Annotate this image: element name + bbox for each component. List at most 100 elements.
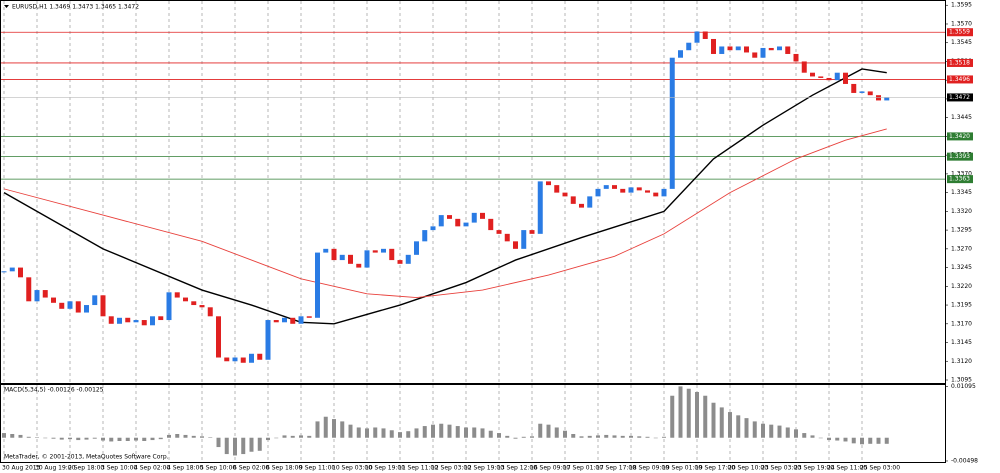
candle bbox=[59, 302, 65, 309]
candle bbox=[18, 267, 23, 278]
x-tick-label: 10 Sep 03:00 bbox=[332, 465, 372, 472]
macd-bar bbox=[488, 430, 493, 438]
macd-bar bbox=[827, 437, 831, 441]
moving-average bbox=[3, 128, 887, 299]
macd-bar bbox=[604, 434, 609, 438]
candle bbox=[711, 38, 716, 54]
macd-bar bbox=[422, 426, 427, 438]
macd-bar bbox=[752, 421, 757, 438]
y-tick-label: 1.3570 bbox=[951, 20, 972, 27]
candle bbox=[224, 357, 230, 362]
macd-bar bbox=[686, 388, 691, 438]
macd-bar bbox=[835, 437, 840, 441]
candle bbox=[364, 250, 370, 268]
level-tag bbox=[947, 152, 973, 161]
candle bbox=[51, 297, 56, 303]
macd-tick-label: 0.01095 bbox=[951, 383, 976, 390]
level-tag bbox=[947, 28, 973, 37]
candle bbox=[397, 260, 403, 264]
candle bbox=[150, 316, 155, 326]
candle bbox=[785, 46, 791, 54]
macd-bar bbox=[381, 428, 386, 438]
candle bbox=[686, 42, 692, 51]
candle bbox=[273, 320, 279, 323]
macd-bar bbox=[695, 392, 699, 438]
candle bbox=[760, 47, 766, 58]
candle bbox=[793, 53, 799, 62]
candle bbox=[92, 295, 98, 306]
candle bbox=[26, 277, 32, 302]
candle bbox=[75, 301, 81, 313]
x-tick-label: 2 Sep 18:00 bbox=[68, 465, 104, 472]
candle bbox=[480, 212, 485, 219]
moving-average bbox=[3, 68, 887, 325]
macd-bar bbox=[224, 437, 229, 455]
candle bbox=[158, 316, 164, 321]
macd-bar bbox=[868, 437, 873, 444]
macd-bar bbox=[629, 435, 633, 438]
x-tick-label: 5 Sep 10:00 bbox=[200, 465, 236, 472]
candle bbox=[1, 271, 7, 273]
candle bbox=[669, 57, 675, 189]
candle bbox=[587, 196, 593, 208]
macd-bar bbox=[332, 419, 336, 438]
macd-bar bbox=[414, 428, 419, 438]
candle bbox=[422, 230, 428, 242]
candle bbox=[826, 77, 832, 81]
macd-bar bbox=[282, 435, 287, 438]
candle bbox=[108, 316, 114, 324]
x-tick-label: 16 Sep 09:00 bbox=[530, 465, 570, 472]
candle bbox=[348, 254, 353, 264]
candle bbox=[595, 188, 601, 197]
macd-bar bbox=[530, 436, 534, 438]
level-label: 1.3393 bbox=[949, 153, 970, 160]
x-tick-label: 19 Sep 17:00 bbox=[695, 465, 735, 472]
candle bbox=[471, 212, 477, 223]
x-tick-label: 11 Sep 11:00 bbox=[398, 465, 438, 472]
candle bbox=[315, 252, 320, 318]
candle bbox=[851, 83, 857, 93]
macd-bar bbox=[455, 426, 460, 438]
macd-bar bbox=[249, 437, 254, 452]
x-tick-label: 6 Sep 02:00 bbox=[233, 465, 269, 472]
macd-bar bbox=[769, 424, 774, 438]
y-tick-label: 1.3095 bbox=[951, 377, 972, 384]
level-tag bbox=[947, 132, 973, 141]
macd-bar bbox=[670, 395, 675, 438]
macd-bar bbox=[406, 431, 411, 438]
candle bbox=[216, 316, 221, 358]
x-tick-label: 13 Sep 12:00 bbox=[497, 465, 537, 472]
candle bbox=[678, 50, 683, 58]
candle bbox=[414, 241, 419, 255]
candle bbox=[702, 31, 708, 39]
candle bbox=[562, 192, 568, 197]
macd-bar bbox=[802, 433, 807, 438]
candle bbox=[818, 76, 824, 78]
candle bbox=[282, 317, 287, 323]
x-tick-label: 25 Sep 03:00 bbox=[860, 465, 900, 472]
copyright: MetaTrader, © 2001-2013, MetaQuotes Soft… bbox=[4, 454, 169, 461]
candle bbox=[117, 317, 122, 324]
macd-bar bbox=[43, 437, 48, 439]
candle bbox=[834, 72, 840, 81]
candle bbox=[166, 292, 172, 321]
macd-bar bbox=[233, 437, 237, 456]
macd-bar bbox=[167, 434, 171, 438]
candle bbox=[207, 307, 213, 317]
macd-bar bbox=[579, 436, 584, 438]
macd-bar bbox=[703, 395, 708, 438]
level-tag bbox=[947, 58, 973, 67]
macd-bar bbox=[59, 437, 64, 440]
macd-bar bbox=[810, 435, 815, 438]
x-tick-label: 23 Sep 03:00 bbox=[761, 465, 801, 472]
macd-bar bbox=[761, 423, 765, 438]
candle bbox=[323, 248, 329, 253]
candle bbox=[191, 301, 197, 306]
candle bbox=[430, 226, 436, 231]
y-tick-label: 1.3345 bbox=[951, 189, 972, 196]
candle bbox=[529, 230, 535, 234]
macd-bar bbox=[356, 427, 361, 438]
candle bbox=[9, 267, 15, 272]
candle bbox=[133, 320, 139, 323]
candle bbox=[752, 52, 758, 58]
